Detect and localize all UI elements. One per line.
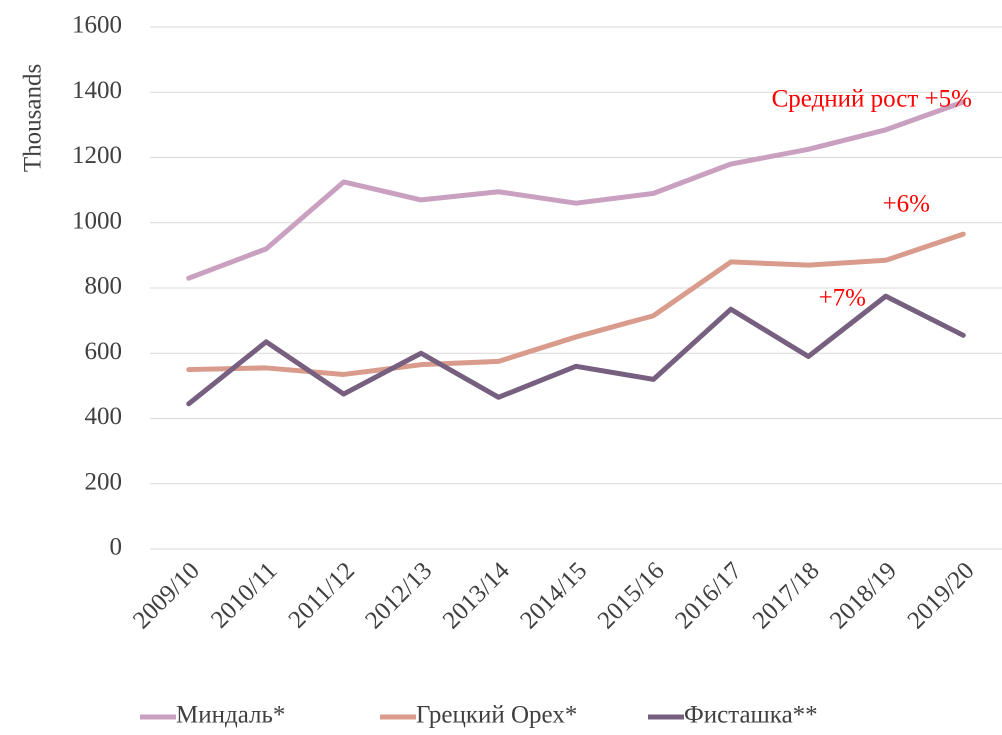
y-tick-label: 1200: [72, 142, 122, 169]
x-tick-label: 2010/11: [206, 557, 282, 633]
x-tick-label: 2013/14: [438, 557, 515, 634]
y-tick-label: 1600: [72, 12, 122, 39]
legend-label: Миндаль*: [176, 702, 285, 729]
y-tick-label: 1400: [72, 77, 122, 104]
annotation: +6%: [883, 191, 930, 218]
y-tick-label: 1000: [72, 207, 122, 234]
y-tick-label: 400: [85, 403, 123, 430]
x-tick-label: 2012/13: [360, 557, 437, 634]
x-tick-label: 2009/10: [128, 557, 205, 634]
x-tick-label: 2019/20: [903, 557, 980, 634]
y-axis-label: Thousands: [20, 64, 47, 172]
series-line: [186, 231, 966, 377]
x-tick-label: 2011/12: [284, 557, 360, 633]
x-tick-label: 2015/16: [593, 557, 670, 634]
y-tick-label: 600: [85, 338, 123, 365]
y-tick-label: 800: [85, 273, 123, 300]
y-tick-label: 200: [85, 468, 123, 495]
x-tick-label: 2014/15: [515, 557, 592, 634]
x-tick-label: 2018/19: [825, 557, 902, 634]
legend-label: Грецкий Орех*: [416, 702, 577, 729]
x-tick-label: 2017/18: [748, 557, 825, 634]
series-line: [186, 293, 966, 407]
series-line: [186, 99, 966, 281]
annotation: +7%: [819, 285, 866, 312]
annotation: Средний рост +5%: [772, 86, 972, 113]
x-tick-label: 2016/17: [670, 557, 747, 634]
legend-label: Фисташка**: [684, 702, 818, 729]
y-tick-label: 0: [110, 534, 123, 561]
